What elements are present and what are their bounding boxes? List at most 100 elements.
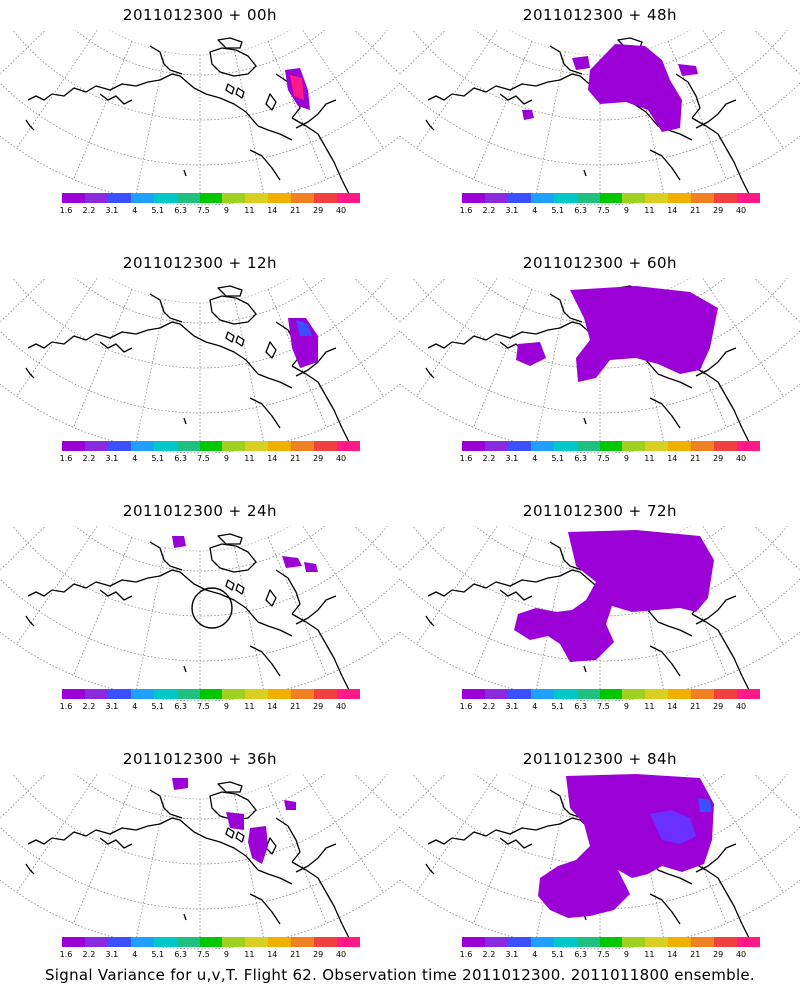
colorbar-tick-label: 4 xyxy=(132,206,138,215)
coastline xyxy=(295,843,337,873)
coastline xyxy=(695,843,737,873)
colorbar-swatch xyxy=(268,193,292,203)
colorbar-swatch xyxy=(107,193,131,203)
colorbar-tick-label: 1.6 xyxy=(59,206,73,215)
colorbar-swatch xyxy=(130,689,154,699)
colorbar-swatch xyxy=(530,689,554,699)
coastline xyxy=(99,837,133,849)
coastline xyxy=(295,595,337,625)
coastline xyxy=(217,37,243,49)
meridian-line xyxy=(267,785,327,924)
colorbar-swatch xyxy=(462,441,485,451)
signal-region xyxy=(172,778,188,790)
colorbar-swatch xyxy=(153,441,177,451)
coastline xyxy=(183,169,187,177)
colorbar-swatch xyxy=(691,689,715,699)
coastline xyxy=(583,665,587,673)
meridian-line xyxy=(535,547,566,695)
meridian-line xyxy=(400,774,447,819)
latitude-line xyxy=(0,826,400,910)
colorbar-tick-label: 2.2 xyxy=(82,702,96,711)
map-boundary xyxy=(0,774,400,950)
meridian-line xyxy=(400,526,453,552)
colorbar-labels: 1.6 2.2 3.1 4 5.1 6.3 7.5 9 11 14 21 29 40 xyxy=(452,950,772,960)
colorbar-tick-label: 6.3 xyxy=(174,454,187,463)
polar-map xyxy=(0,526,400,702)
colorbar-tick-label: 7.5 xyxy=(197,206,210,215)
colorbar-tick-label: 14 xyxy=(667,950,678,959)
colorbar-swatch xyxy=(576,193,600,203)
colorbar-tick-label: 40 xyxy=(335,206,347,215)
coastline xyxy=(235,87,245,99)
coastline xyxy=(27,569,293,637)
latitude-line xyxy=(0,330,400,414)
map-panel-84h: 2011012300 + 84h 1.6 2.2 3.1 4 5.1 6.3 7.5 9 11 1… xyxy=(400,744,800,989)
coastline xyxy=(649,893,681,925)
colorbar-tick-label: 11 xyxy=(644,702,655,711)
colorbar-tick-label: 9 xyxy=(623,950,629,959)
meridian-line xyxy=(135,299,166,447)
colorbar xyxy=(462,689,760,699)
colorbar-tick-label: 5.1 xyxy=(551,702,565,711)
meridian-line xyxy=(747,30,800,56)
colorbar-swatch xyxy=(130,193,154,203)
colorbar-swatch xyxy=(130,441,154,451)
figure-caption: Signal Variance for u,v,T. Flight 62. Ob… xyxy=(44,966,756,984)
coastline xyxy=(217,781,243,793)
meridian-line xyxy=(0,526,47,571)
coastline xyxy=(217,285,243,297)
meridian-line xyxy=(16,526,98,645)
colorbar-swatch xyxy=(291,441,315,451)
coastline xyxy=(225,83,235,95)
colorbar-swatch xyxy=(153,193,177,203)
colorbar-tick-label: 5.1 xyxy=(151,206,165,215)
colorbar-tick-label: 1.6 xyxy=(59,454,73,463)
map-panel-24h: 2011012300 + 24h 1.6 2.2 3.1 4 5.1 6.3 7.5 9 11 1… xyxy=(0,496,400,741)
coastline xyxy=(209,543,257,573)
colorbar-tick-label: 29 xyxy=(713,454,724,463)
meridian-line xyxy=(73,785,133,924)
colorbar-tick-label: 2.2 xyxy=(482,950,496,959)
coastline xyxy=(27,73,293,141)
colorbar-swatch xyxy=(622,689,646,699)
colorbar-tick-label: 7.5 xyxy=(197,950,210,959)
colorbar-swatch xyxy=(599,441,623,451)
meridian-line xyxy=(0,774,47,819)
coastline xyxy=(25,863,35,875)
colorbar-swatch xyxy=(314,193,338,203)
colorbar-swatch xyxy=(245,193,269,203)
colorbar-tick-label: 6.3 xyxy=(174,702,187,711)
latitude-line xyxy=(0,578,400,662)
meridian-line xyxy=(416,30,498,149)
coastline xyxy=(183,665,187,673)
panel-title: 2011012300 + 24h xyxy=(122,502,278,520)
colorbar-tick-label: 21 xyxy=(290,702,301,711)
map-panel-72h: 2011012300 + 72h 1.6 2.2 3.1 4 5.1 6.3 7.5 9 11 1… xyxy=(400,496,800,741)
colorbar-tick-label: 40 xyxy=(735,454,747,463)
signal-region xyxy=(284,800,296,810)
colorbar-tick-label: 3.1 xyxy=(105,950,119,959)
colorbar-tick-label: 7.5 xyxy=(597,454,610,463)
colorbar-swatch xyxy=(268,441,292,451)
signal-region xyxy=(514,530,714,662)
colorbar-tick-label: 21 xyxy=(690,950,701,959)
colorbar-tick-label: 2.2 xyxy=(82,206,96,215)
map-boundary xyxy=(0,30,400,206)
latitude-line xyxy=(12,774,388,865)
meridian-line xyxy=(267,41,327,180)
coastline xyxy=(583,417,587,425)
coastline xyxy=(649,645,681,677)
meridian-line xyxy=(0,526,53,552)
meridian-line xyxy=(135,547,166,695)
meridian-line xyxy=(400,774,453,800)
colorbar-tick-label: 3.1 xyxy=(105,206,119,215)
latitude-line xyxy=(12,30,388,121)
colorbar-tick-label: 2.2 xyxy=(482,702,496,711)
colorbar xyxy=(62,193,360,203)
colorbar-tick-label: 5.1 xyxy=(151,950,165,959)
meridian-line xyxy=(347,30,400,56)
latitude-line xyxy=(400,330,800,414)
colorbar-swatch xyxy=(507,689,531,699)
observation-circle xyxy=(191,587,233,629)
colorbar-tick-label: 7.5 xyxy=(197,702,210,711)
